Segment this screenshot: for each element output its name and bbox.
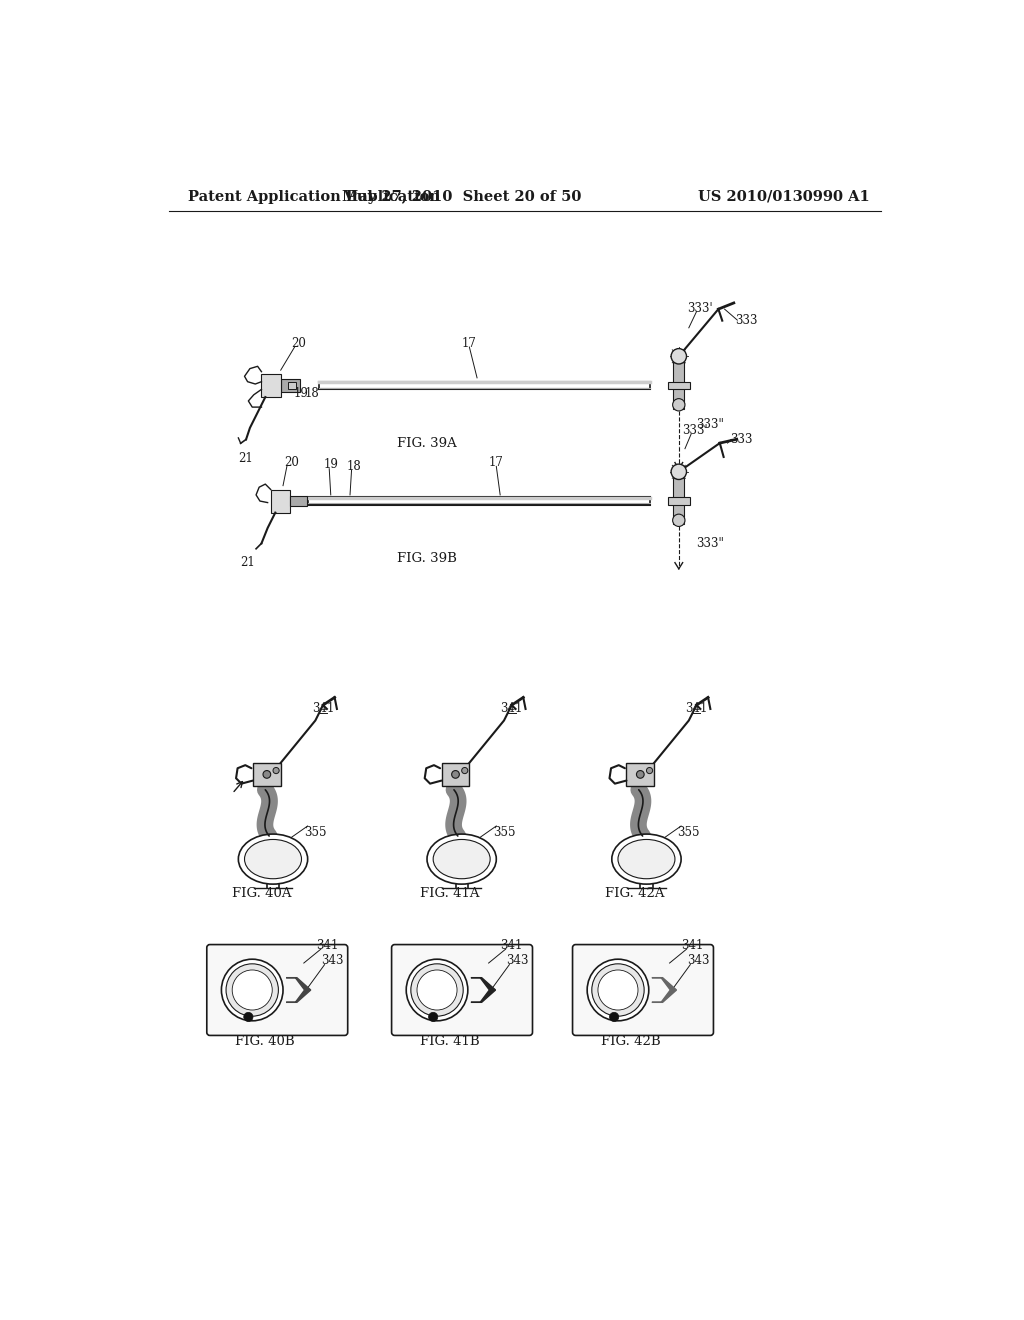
Text: FIG. 42B: FIG. 42B bbox=[601, 1035, 660, 1048]
Text: 355: 355 bbox=[304, 825, 327, 838]
Text: 20: 20 bbox=[285, 455, 299, 469]
Ellipse shape bbox=[245, 840, 301, 879]
Circle shape bbox=[671, 465, 686, 479]
Bar bbox=[668, 498, 689, 506]
Bar bbox=[627, 763, 654, 785]
Circle shape bbox=[263, 771, 270, 779]
FancyBboxPatch shape bbox=[207, 945, 348, 1035]
Text: 341: 341 bbox=[315, 939, 338, 952]
Text: 341: 341 bbox=[682, 939, 703, 952]
Text: 343: 343 bbox=[506, 954, 528, 968]
Text: 21: 21 bbox=[239, 453, 253, 465]
Polygon shape bbox=[652, 978, 677, 1002]
Text: 17: 17 bbox=[462, 337, 477, 350]
Text: 333": 333" bbox=[696, 417, 724, 430]
Polygon shape bbox=[471, 978, 496, 1002]
Text: FIG. 39A: FIG. 39A bbox=[397, 437, 457, 450]
Circle shape bbox=[646, 767, 652, 774]
Circle shape bbox=[598, 970, 638, 1010]
Circle shape bbox=[411, 964, 463, 1016]
Text: 17: 17 bbox=[488, 455, 504, 469]
Bar bbox=[668, 381, 689, 389]
Text: 19: 19 bbox=[293, 387, 308, 400]
Bar bbox=[674, 363, 684, 409]
Text: FIG. 40B: FIG. 40B bbox=[236, 1035, 295, 1048]
Text: 341: 341 bbox=[501, 702, 523, 715]
Ellipse shape bbox=[427, 834, 497, 884]
Text: FIG. 40A: FIG. 40A bbox=[231, 887, 291, 900]
Text: FIG. 41A: FIG. 41A bbox=[421, 887, 480, 900]
Text: 20: 20 bbox=[291, 337, 306, 350]
Bar bbox=[441, 763, 469, 785]
Ellipse shape bbox=[617, 840, 675, 879]
Text: 333: 333 bbox=[735, 314, 758, 326]
Ellipse shape bbox=[239, 834, 307, 884]
FancyBboxPatch shape bbox=[391, 945, 532, 1035]
Bar bbox=[674, 478, 684, 524]
Text: 18: 18 bbox=[304, 387, 318, 400]
Text: 343: 343 bbox=[322, 954, 343, 968]
Circle shape bbox=[221, 960, 283, 1020]
Circle shape bbox=[673, 399, 685, 411]
Text: US 2010/0130990 A1: US 2010/0130990 A1 bbox=[698, 190, 869, 203]
Circle shape bbox=[429, 1012, 438, 1022]
Text: 341: 341 bbox=[501, 939, 523, 952]
Circle shape bbox=[609, 1012, 618, 1022]
FancyBboxPatch shape bbox=[572, 945, 714, 1035]
Text: FIG. 42A: FIG. 42A bbox=[605, 887, 665, 900]
Bar bbox=[253, 763, 281, 785]
Text: 333': 333' bbox=[682, 424, 708, 437]
Bar bbox=[289, 381, 296, 389]
Text: 355: 355 bbox=[493, 825, 515, 838]
Circle shape bbox=[671, 348, 686, 364]
Text: 355: 355 bbox=[678, 825, 700, 838]
Text: 341: 341 bbox=[312, 702, 334, 715]
Circle shape bbox=[592, 964, 644, 1016]
Text: 21: 21 bbox=[241, 556, 255, 569]
Circle shape bbox=[273, 767, 280, 774]
Text: 333': 333' bbox=[687, 302, 713, 315]
Circle shape bbox=[637, 771, 644, 779]
Text: FIG. 39B: FIG. 39B bbox=[397, 552, 457, 565]
Ellipse shape bbox=[611, 834, 681, 884]
Circle shape bbox=[417, 970, 457, 1010]
Text: 18: 18 bbox=[346, 459, 361, 473]
Circle shape bbox=[587, 960, 649, 1020]
Text: 333: 333 bbox=[730, 433, 753, 446]
Text: 333": 333" bbox=[696, 537, 724, 550]
Text: 343: 343 bbox=[687, 954, 710, 968]
Text: 19: 19 bbox=[324, 458, 338, 471]
Polygon shape bbox=[286, 978, 310, 1002]
Circle shape bbox=[244, 1012, 253, 1022]
Circle shape bbox=[462, 767, 468, 774]
Text: May 27, 2010  Sheet 20 of 50: May 27, 2010 Sheet 20 of 50 bbox=[342, 190, 582, 203]
Circle shape bbox=[232, 970, 272, 1010]
Bar bbox=[270, 490, 290, 512]
Text: Patent Application Publication: Patent Application Publication bbox=[188, 190, 440, 203]
Circle shape bbox=[407, 960, 468, 1020]
Circle shape bbox=[673, 515, 685, 527]
Ellipse shape bbox=[433, 840, 490, 879]
Circle shape bbox=[452, 771, 460, 779]
Bar bbox=[290, 496, 307, 507]
Bar bbox=[261, 374, 281, 397]
Circle shape bbox=[226, 964, 279, 1016]
Bar bbox=[281, 379, 300, 392]
Text: 341: 341 bbox=[685, 702, 708, 715]
Text: FIG. 41B: FIG. 41B bbox=[420, 1035, 480, 1048]
